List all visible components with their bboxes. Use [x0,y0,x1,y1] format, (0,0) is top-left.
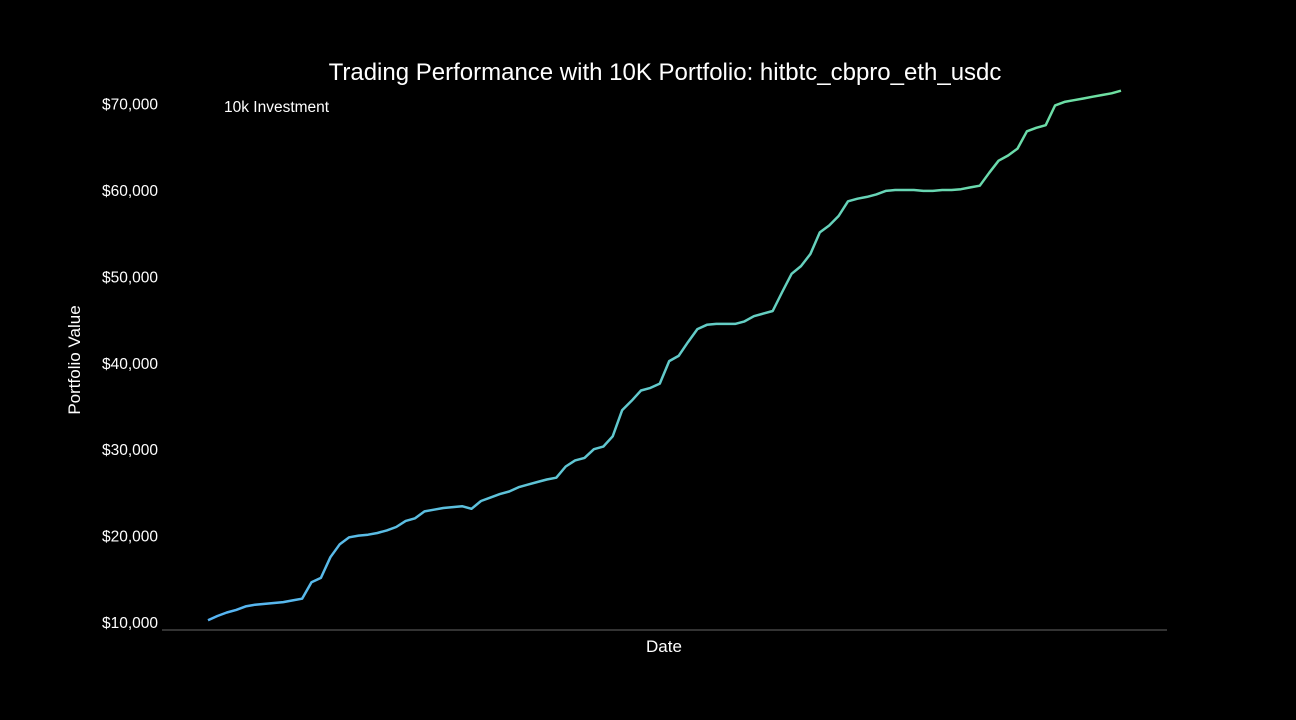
y-tick-label: $30,000 [102,442,158,459]
y-tick-label: $60,000 [102,183,158,200]
chart-title: Trading Performance with 10K Portfolio: … [329,59,1002,86]
y-tick-label: $70,000 [102,97,158,114]
series-line-10k-investment [207,89,1122,622]
y-tick-label: $50,000 [102,269,158,286]
x-axis-label: Date [646,637,682,656]
y-tick-label: $10,000 [102,615,158,632]
legend-label: 10k Investment [224,99,330,116]
y-axis-label: Portfolio Value [65,305,84,414]
y-tick-label: $20,000 [102,529,158,546]
y-tick-label: $40,000 [102,356,158,373]
series-group [207,89,1122,622]
y-axis-ticks: $10,000 $20,000 $30,000 $40,000 $50,000 $60,0… [102,97,158,632]
legend: 10k Investment [177,99,330,116]
